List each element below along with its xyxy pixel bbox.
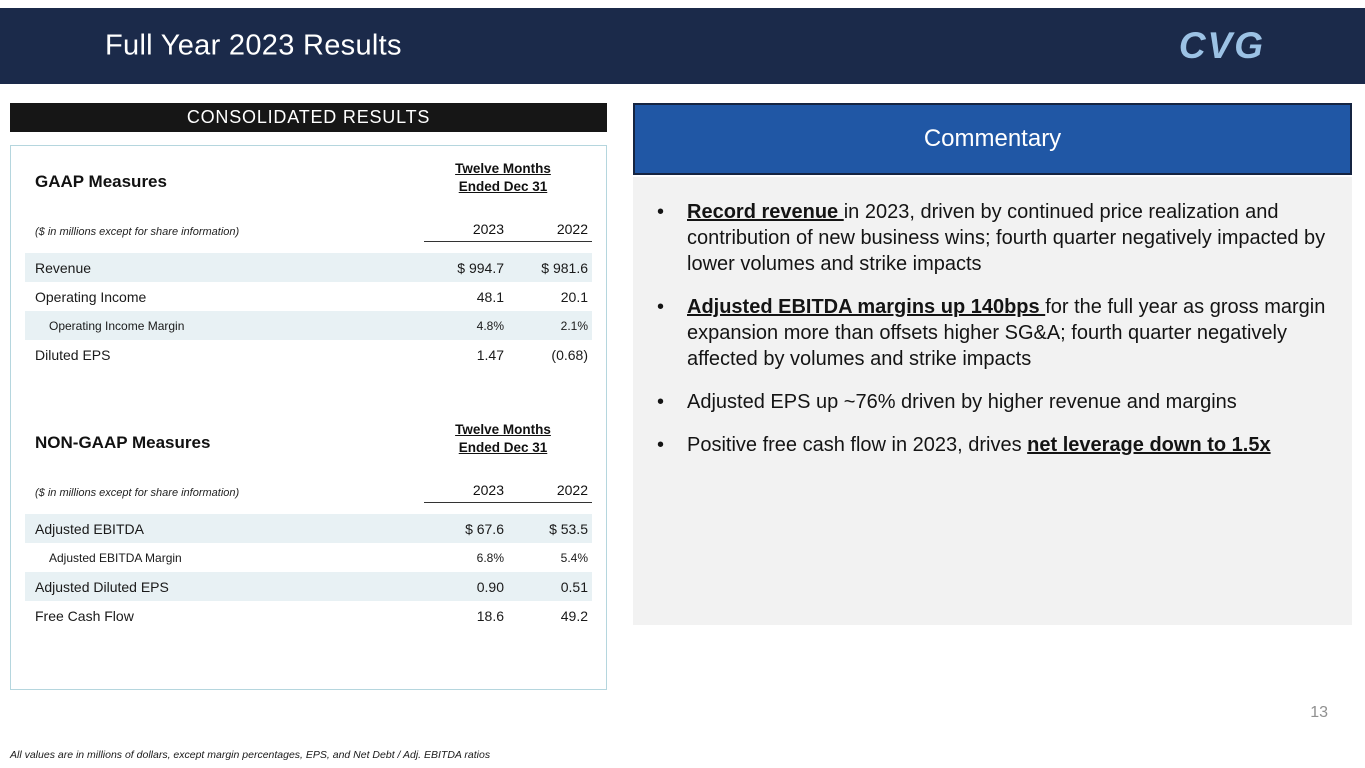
table-row: Diluted EPS 1.47 (0.68) (25, 340, 592, 369)
bullet-text-bold: Adjusted EBITDA margins up 140bps (687, 296, 1046, 318)
bullet-item: • Adjusted EPS up ~76% driven by higher … (657, 389, 1326, 415)
bullet-marker: • (657, 391, 665, 413)
row-value-2022: $ 981.6 (541, 259, 588, 276)
bullet-text: Adjusted EPS up ~76% driven by higher re… (687, 389, 1326, 415)
gaap-section: GAAP Measures Twelve Months Ended Dec 31… (25, 156, 592, 369)
non-gaap-head-row: NON-GAAP Measures Twelve Months Ended De… (25, 417, 592, 456)
slide-title: Full Year 2023 Results (105, 29, 402, 62)
consolidated-results-header: CONSOLIDATED RESULTS (10, 103, 607, 132)
row-value-2022: $ 53.5 (549, 520, 588, 537)
row-value-2022: 20.1 (560, 288, 588, 305)
row-value-2022: (0.68) (551, 346, 588, 363)
gaap-note-row: ($ in millions except for share informat… (25, 221, 592, 243)
bullet-text-bold: Record revenue (687, 201, 844, 223)
bullet-marker: • (657, 201, 665, 223)
bullet-text: Positive free cash flow in 2023, drives … (687, 432, 1326, 458)
row-value-2023: 1.47 (476, 346, 504, 363)
bullet-item: • Adjusted EBITDA margins up 140bps for … (657, 294, 1326, 372)
year-column-2022: 2022 (556, 221, 588, 238)
row-value-2023: 4.8% (476, 318, 504, 333)
year-columns: 2023 2022 (424, 482, 592, 504)
bullet-text-bold: net leverage down to 1.5x (1027, 434, 1271, 456)
bullet-text-post: in 2023, driven by continued price reali… (687, 201, 1326, 275)
row-value-2022: 2.1% (560, 318, 588, 333)
bullet-text-pre: Adjusted EPS up ~76% driven by higher re… (687, 391, 1237, 413)
year-column-2023: 2023 (472, 221, 504, 238)
table-row: Adjusted Diluted EPS 0.90 0.51 (25, 572, 592, 602)
bullet-marker: • (657, 434, 665, 456)
row-value-2023: 0.90 (476, 578, 504, 595)
bullet-text: Record revenue in 2023, driven by contin… (687, 199, 1326, 277)
row-value-2023: 48.1 (476, 288, 504, 305)
row-label: Adjusted Diluted EPS (35, 578, 169, 595)
row-label: Operating Income (35, 288, 147, 305)
year-column-2023: 2023 (472, 482, 504, 499)
row-value-2023: $ 67.6 (465, 520, 504, 537)
table-row: Adjusted EBITDA Margin 6.8% 5.4% (25, 543, 592, 572)
non-gaap-section: NON-GAAP Measures Twelve Months Ended De… (25, 417, 592, 630)
footnote: All values are in millions of dollars, e… (10, 749, 491, 761)
row-label: Operating Income Margin (49, 318, 185, 333)
bullet-text-post: for the full year as gross margin expans… (687, 296, 1326, 370)
year-columns: 2023 2022 (424, 221, 592, 243)
page-number: 13 (1310, 704, 1328, 721)
row-label: Revenue (35, 259, 92, 276)
table-row: Operating Income Margin 4.8% 2.1% (25, 311, 592, 341)
gaap-head-row: GAAP Measures Twelve Months Ended Dec 31 (25, 156, 592, 195)
table-row: Adjusted EBITDA $ 67.6 $ 53.5 (25, 514, 592, 544)
bullet-item: • Record revenue in 2023, driven by cont… (657, 199, 1326, 277)
table-row: Operating Income 48.1 20.1 (25, 282, 592, 311)
row-value-2023: 6.8% (476, 550, 504, 565)
gaap-rows: Revenue $ 994.7 $ 981.6 Operating Income… (25, 253, 592, 369)
bullet-marker: • (657, 296, 665, 318)
row-value-2023: $ 994.7 (457, 259, 504, 276)
table-row: Revenue $ 994.7 $ 981.6 (25, 253, 592, 283)
non-gaap-period-header: Twelve Months Ended Dec 31 (414, 421, 592, 456)
row-label: Free Cash Flow (35, 607, 134, 624)
period-line-1: Twelve Months (455, 161, 551, 176)
row-label: Adjusted EBITDA Margin (49, 550, 182, 565)
cvg-logo: CVG (1178, 25, 1265, 66)
row-value-2022: 0.51 (560, 578, 588, 595)
bullet-item: • Positive free cash flow in 2023, drive… (657, 432, 1326, 458)
non-gaap-rows: Adjusted EBITDA $ 67.6 $ 53.5 Adjusted E… (25, 514, 592, 630)
row-value-2023: 18.6 (476, 607, 504, 624)
results-table-panel: GAAP Measures Twelve Months Ended Dec 31… (10, 145, 607, 690)
period-line-1: Twelve Months (455, 422, 551, 438)
period-line-2: Ended Dec 31 (458, 439, 548, 455)
commentary-title: Commentary (923, 125, 1062, 152)
bullet-text: Adjusted EBITDA margins up 140bps for th… (687, 294, 1326, 372)
consolidated-results-label: CONSOLIDATED RESULTS (186, 107, 431, 127)
table-row: Free Cash Flow 18.6 49.2 (25, 601, 592, 630)
non-gaap-section-title: NON-GAAP Measures (35, 433, 211, 453)
units-note: ($ in millions except for share informat… (35, 226, 240, 239)
row-label: Adjusted EBITDA (35, 520, 144, 537)
commentary-body: • Record revenue in 2023, driven by cont… (633, 177, 1352, 625)
gaap-section-title: GAAP Measures (35, 172, 167, 191)
row-value-2022: 49.2 (560, 607, 588, 624)
year-column-2022: 2022 (556, 482, 588, 499)
units-note: ($ in millions except for share informat… (35, 487, 240, 500)
commentary-header: Commentary (633, 103, 1352, 175)
row-value-2022: 5.4% (560, 550, 588, 565)
bullet-text-pre: Positive free cash flow in 2023, drives (687, 434, 1028, 456)
row-label: Diluted EPS (35, 346, 111, 363)
non-gaap-note-row: ($ in millions except for share informat… (25, 482, 592, 504)
top-header-bar: Full Year 2023 Results CVG (0, 8, 1365, 84)
gaap-period-header: Twelve Months Ended Dec 31 (414, 160, 592, 195)
period-line-2: Ended Dec 31 (458, 178, 548, 194)
